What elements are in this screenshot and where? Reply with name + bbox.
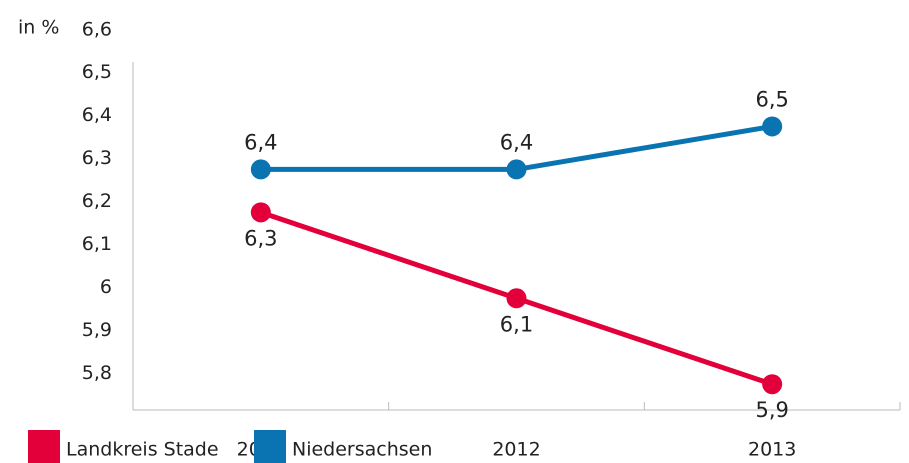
data-point	[762, 116, 783, 137]
y-tick-label: 5,9	[82, 319, 112, 341]
data-label: 6,5	[755, 87, 788, 111]
legend-swatch	[254, 430, 286, 463]
legend-label: Niedersachsen	[292, 439, 432, 461]
data-point	[506, 159, 527, 180]
y-axis-label: in %	[18, 17, 59, 39]
y-tick-label: 6,6	[82, 18, 112, 40]
data-point	[250, 202, 271, 223]
y-tick-label: 6,2	[82, 190, 112, 212]
y-tick-label: 6,4	[82, 104, 112, 126]
legend-swatch	[28, 430, 60, 463]
data-label: 6,4	[500, 130, 533, 154]
legend-label: Landkreis Stade	[66, 439, 219, 461]
data-label: 6,4	[244, 130, 277, 154]
y-tick-label: 6,1	[82, 233, 112, 255]
y-tick-label: 6	[100, 276, 112, 298]
y-tick-label: 5,8	[82, 362, 112, 384]
data-label: 6,1	[500, 312, 533, 336]
data-point	[506, 288, 527, 309]
x-tick-label: 2012	[492, 439, 540, 461]
data-point	[762, 374, 783, 395]
data-label: 6,3	[244, 226, 277, 250]
data-label: 5,9	[755, 398, 788, 422]
data-point	[250, 159, 271, 180]
y-tick-label: 6,3	[82, 147, 112, 169]
x-tick-label: 2013	[748, 439, 796, 461]
y-tick-label: 6,5	[82, 61, 112, 83]
